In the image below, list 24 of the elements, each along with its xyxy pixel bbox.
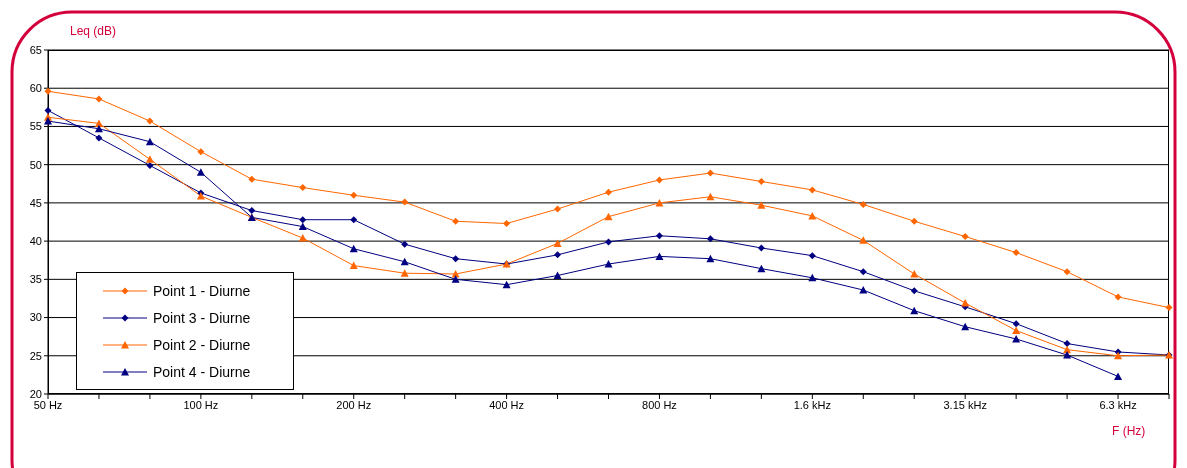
x-tick-label: 6.3 kHz bbox=[1099, 398, 1137, 411]
y-tick-label: 35 bbox=[29, 273, 42, 286]
x-tick-label: 100 Hz bbox=[183, 398, 219, 411]
y-tick-label: 45 bbox=[29, 196, 42, 209]
x-tick-label: 3.15 kHz bbox=[943, 398, 987, 411]
y-tick-label: 65 bbox=[29, 43, 42, 56]
y-tick-label: 30 bbox=[29, 311, 42, 324]
legend-label: Point 3 - Diurne bbox=[153, 309, 251, 326]
legend-label: Point 2 - Diurne bbox=[153, 336, 251, 353]
x-tick-label: 50 Hz bbox=[33, 398, 63, 411]
y-tick-label: 40 bbox=[29, 235, 42, 248]
legend-label: Point 4 - Diurne bbox=[153, 363, 251, 380]
x-tick-label: 800 Hz bbox=[642, 398, 677, 411]
y-axis-title: Leq (dB) bbox=[70, 24, 117, 38]
x-tick-label: 1.6 kHz bbox=[793, 398, 831, 411]
x-tick-label: 200 Hz bbox=[336, 398, 372, 411]
legend-label: Point 1 - Diurne bbox=[153, 282, 251, 299]
y-tick-label: 25 bbox=[29, 349, 42, 362]
y-tick-label: 55 bbox=[29, 120, 42, 133]
y-tick-label: 60 bbox=[29, 82, 42, 95]
y-tick-label: 50 bbox=[29, 158, 42, 171]
x-axis-title: F (Hz) bbox=[1112, 424, 1146, 438]
x-tick-label: 400 Hz bbox=[489, 398, 525, 411]
y-tick-label: 20 bbox=[29, 387, 42, 400]
